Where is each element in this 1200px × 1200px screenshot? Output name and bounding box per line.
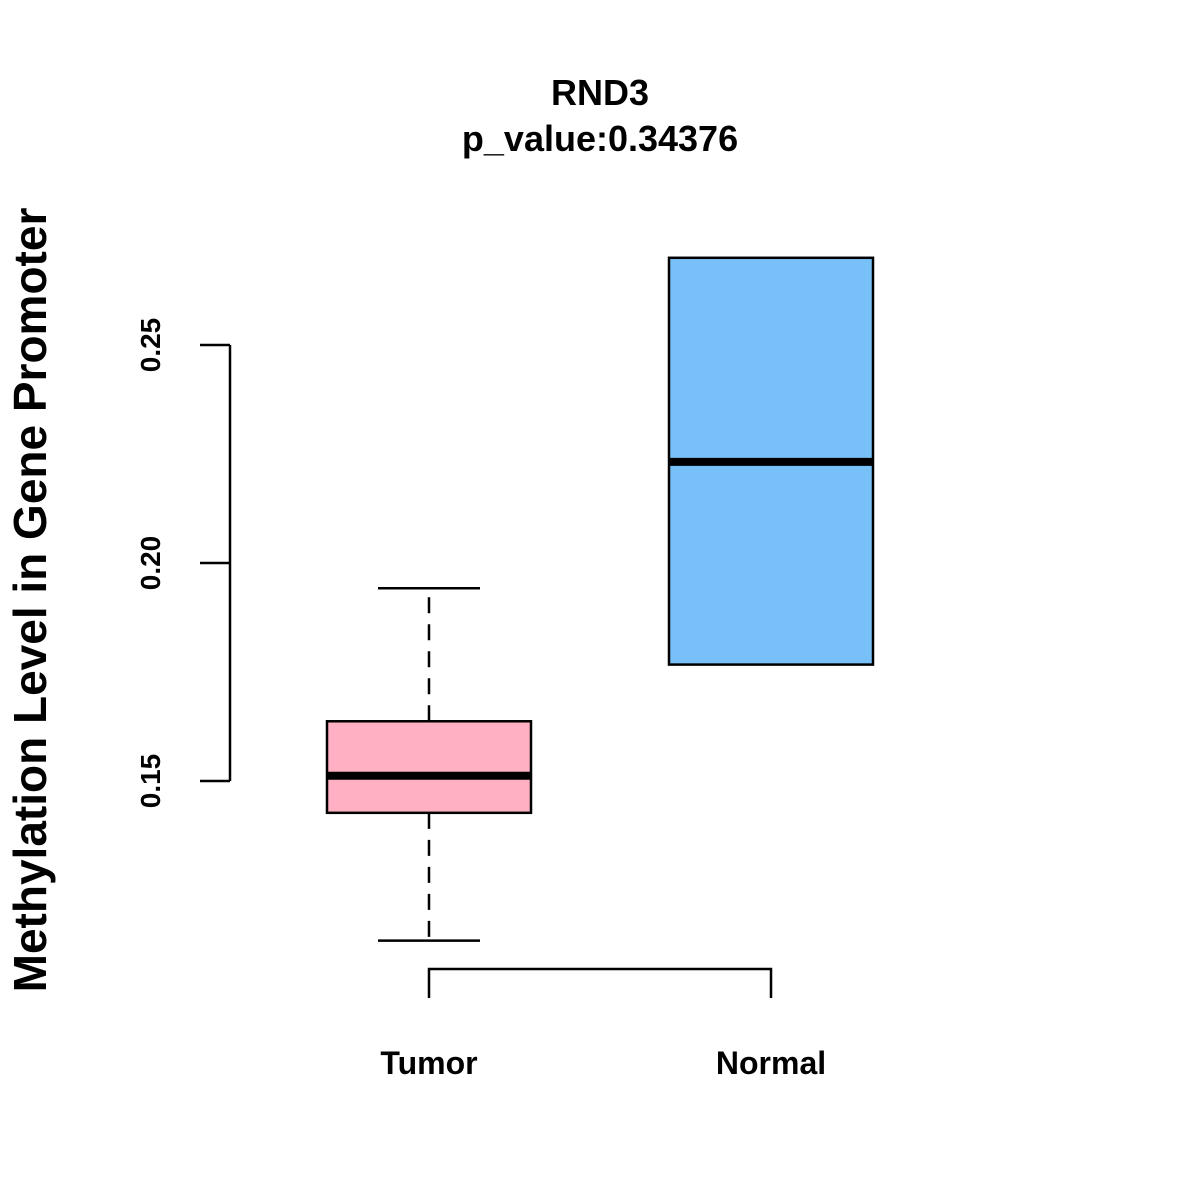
x-category-label: Normal	[716, 1045, 826, 1081]
x-category-label: Tumor	[380, 1045, 477, 1081]
y-tick-label: 0.15	[135, 754, 166, 809]
y-axis: 0.15 0.20 0.25	[135, 318, 232, 809]
y-tick-label: 0.20	[135, 536, 166, 591]
y-axis-label: Methylation Level in Gene Promoter	[4, 208, 56, 993]
boxes-group	[325, 256, 875, 942]
box-tumor	[325, 587, 533, 942]
x-axis-line	[427, 967, 773, 998]
x-axis: Tumor Normal	[380, 967, 826, 1081]
box-normal	[667, 256, 875, 666]
y-tick-label: 0.25	[135, 318, 166, 373]
chart-subtitle: p_value:0.34376	[462, 118, 738, 159]
chart-title: RND3	[551, 72, 649, 113]
box-iqr	[325, 720, 533, 815]
